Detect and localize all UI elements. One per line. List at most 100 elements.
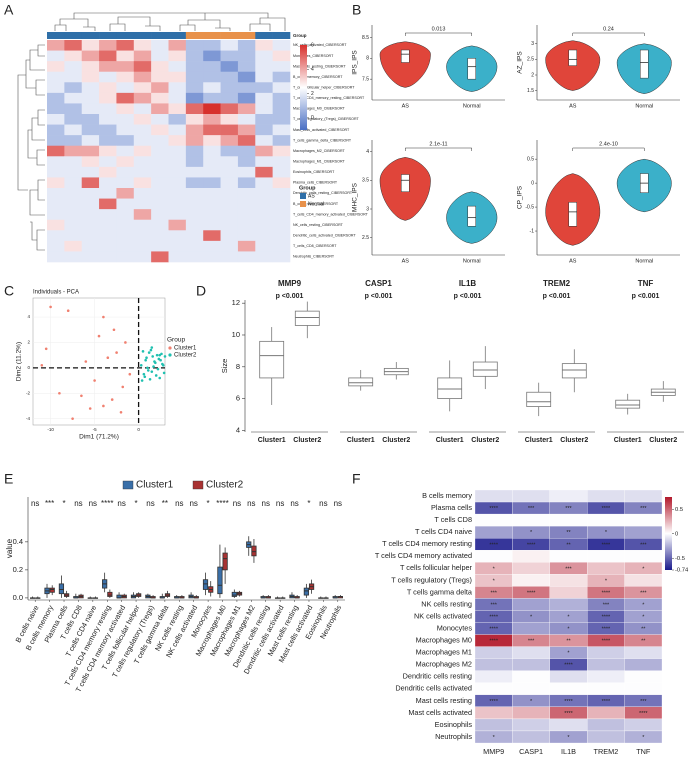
heatmap-cell (624, 718, 663, 732)
row-label: T cells gamma delta (407, 587, 473, 596)
heatmap-cell (133, 166, 152, 178)
heatmap-cell (47, 71, 65, 83)
heatmap-cell (512, 574, 550, 587)
heatmap-cell (151, 114, 169, 125)
heatmap-cell (185, 135, 204, 147)
heatmap-cell (512, 658, 550, 671)
heatmap-cell (185, 188, 204, 199)
row-label: T_cells_gamma_delta_CIBERSORT (293, 138, 352, 142)
y-axis-label: MHC_IPS (352, 182, 359, 212)
heatmap-cell (47, 219, 65, 231)
heatmap-cell (624, 730, 663, 744)
row-label: Mast cells resting (416, 696, 472, 705)
heatmap-cell (272, 50, 291, 62)
heatmap-cell (237, 114, 256, 125)
significance-star: *** (565, 566, 572, 572)
y-tick-label: 4 (236, 425, 240, 434)
heatmap-cell (168, 251, 187, 263)
point (106, 356, 110, 359)
significance-star: * (530, 530, 533, 536)
heatmap-cell (220, 71, 239, 83)
heatmap-cell (116, 135, 135, 147)
significance-star: *** (528, 506, 535, 512)
facet-p-value: p <0.001 (454, 293, 482, 300)
group-bar-cell (116, 32, 135, 39)
significance-star: **** (602, 542, 611, 548)
heatmap-cell (474, 706, 513, 720)
heatmap-cell (587, 489, 625, 503)
heatmap-cell (185, 103, 204, 115)
heatmap-cell (185, 198, 204, 210)
legend-swatch (192, 480, 204, 490)
legend-marker (168, 346, 172, 350)
facet-title: TNF (638, 279, 654, 288)
significance-label: ns (189, 499, 197, 508)
y-tick-label: -0.5 (525, 204, 534, 210)
y-tick-label: 8.5 (362, 35, 369, 41)
row-label: Macrophages M0 (416, 636, 472, 645)
heatmap-cell (474, 489, 513, 503)
facet-title: CASP1 (365, 279, 392, 288)
colorbar (300, 45, 307, 130)
heatmap-cell (168, 124, 187, 136)
heatmap-cell (99, 71, 117, 83)
heatmap-cell (512, 562, 550, 575)
heatmap-cell (99, 92, 117, 104)
y-tick-label: 12 (232, 298, 240, 307)
y-tick-label: 0.4 (13, 537, 23, 546)
heatmap-cell (237, 177, 256, 189)
heatmap-cell (99, 114, 117, 125)
significance-star: *** (640, 699, 647, 705)
significance-label: **** (216, 499, 228, 508)
box (231, 591, 237, 597)
heatmap-cell (64, 219, 83, 231)
row-label: T cells CD4 naive (415, 527, 472, 536)
colorbar-tick-label: 0 (311, 115, 314, 121)
heatmap-cell (168, 209, 187, 221)
heatmap-cell (624, 658, 663, 671)
y-tick-label: 8 (236, 362, 240, 371)
y-tick-label: 3.5 (362, 178, 369, 184)
heatmap-cell (116, 92, 135, 104)
chart-title: Individuals - PCA (33, 290, 79, 296)
heatmap-cell (220, 50, 239, 62)
significance-label: ns (31, 499, 39, 508)
heatmap-cell (116, 209, 135, 221)
x-tick-label: -5 (93, 427, 97, 432)
legend-label: Cluster2 (206, 480, 244, 491)
y-tick-label: 2.5 (527, 57, 534, 63)
heatmap-cell (587, 658, 625, 671)
significance-star: **** (564, 699, 573, 705)
heatmap-cell (81, 40, 100, 51)
heatmap-cell (203, 50, 221, 62)
significance-star: **** (602, 590, 611, 596)
heatmap-cell (116, 103, 135, 115)
point (49, 305, 52, 309)
y-tick-label: -2 (26, 390, 30, 395)
heatmap-cell (237, 251, 256, 263)
group-bar-cell (220, 32, 239, 39)
significance-star: **** (527, 542, 536, 548)
heatmap-cell (587, 730, 625, 744)
heatmap-cell (203, 124, 221, 136)
point (110, 398, 114, 401)
heatmap-cell (81, 50, 100, 62)
significance-star: *** (565, 506, 572, 512)
heatmap-cell (474, 525, 513, 539)
heatmap-cell (168, 50, 187, 62)
significance-star: * (605, 530, 608, 536)
heatmap-cell (151, 177, 169, 189)
heatmap-cell (81, 103, 100, 115)
heatmap-cell (81, 219, 100, 231)
row-label: T_cells_CD8_CIBERSORT (293, 244, 337, 248)
heatmap-cell (203, 198, 221, 210)
column-label: IL1B (561, 747, 576, 756)
facet-p-value: p <0.001 (543, 293, 571, 300)
row-label: Dendritic cells activated (395, 684, 472, 693)
significance-star: *** (490, 603, 497, 609)
heatmap-cell (255, 135, 273, 147)
heatmap-cell (220, 114, 239, 125)
heatmap-cell (47, 188, 65, 199)
row-label: Monocytes (437, 623, 473, 632)
